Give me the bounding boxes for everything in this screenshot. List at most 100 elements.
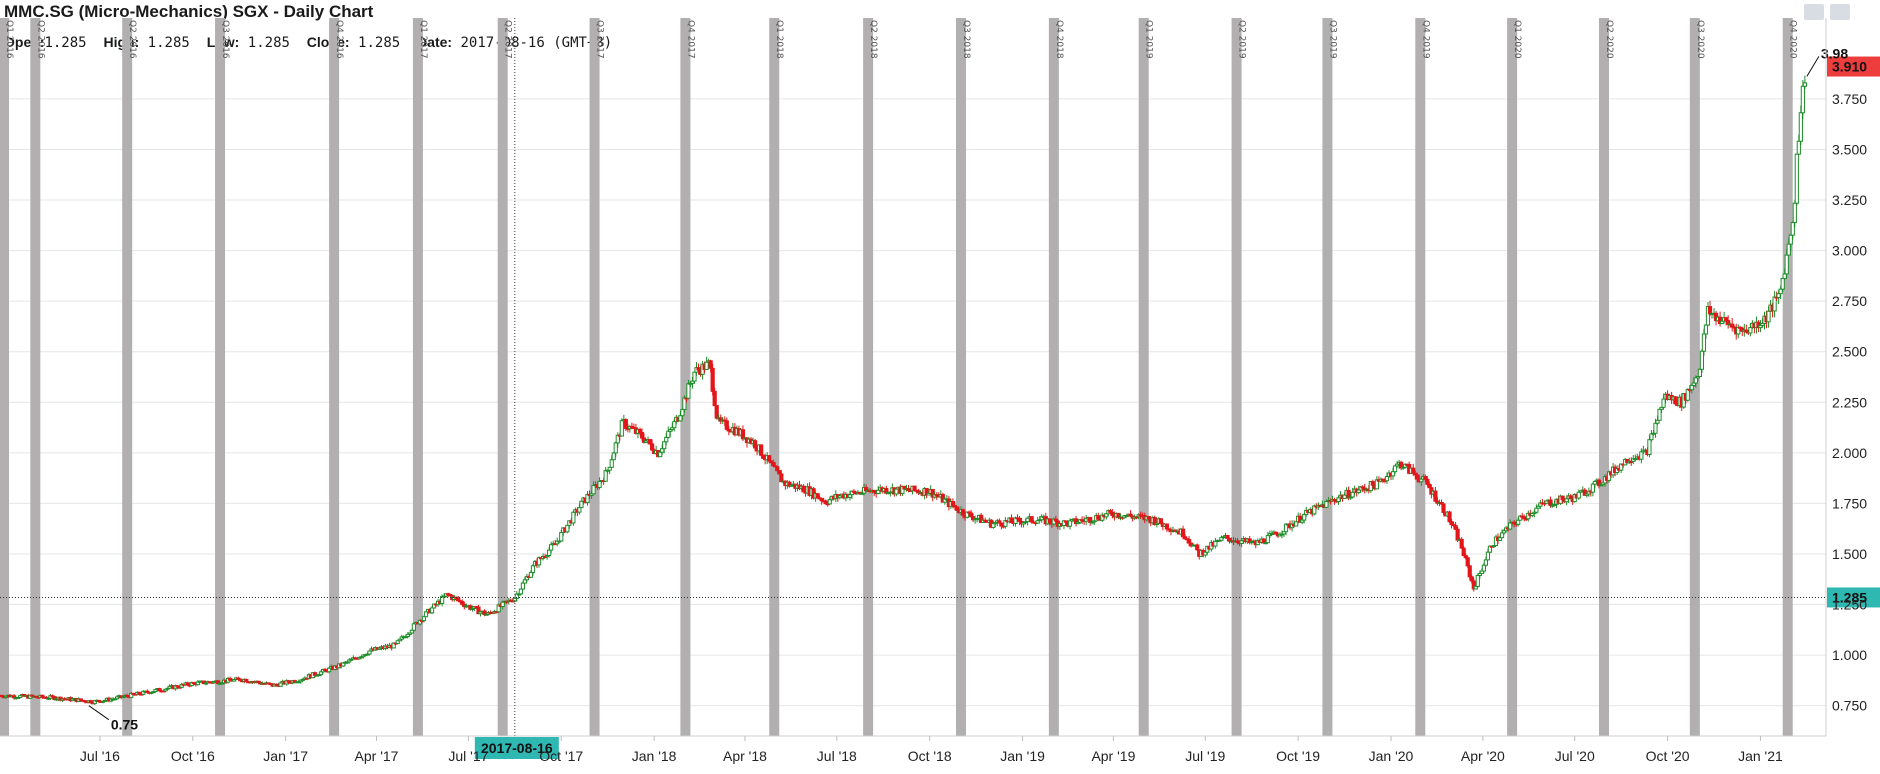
candle: [565, 524, 570, 533]
x-tick-label: Jan '17: [263, 748, 308, 764]
candle: [528, 571, 534, 578]
y-tick-label: 3.000: [1832, 243, 1867, 259]
candle: [1689, 384, 1694, 391]
x-tick-label: Apr '20: [1461, 748, 1505, 764]
quarter-bar: [1322, 18, 1333, 736]
chart-title: MMC.SG (Micro-Mechanics) SGX - Daily Cha…: [4, 2, 374, 21]
candle: [1370, 481, 1375, 486]
candle: [1433, 490, 1438, 502]
candle: [775, 466, 780, 472]
quarter-bar: [1507, 18, 1518, 736]
candle: [520, 582, 525, 590]
low-callout-label: 0.75: [111, 717, 138, 733]
quarter-bar: [1782, 18, 1793, 736]
candle: [1180, 528, 1186, 538]
candle: [609, 459, 614, 468]
candle: [686, 383, 691, 399]
candle: [591, 485, 596, 495]
candle: [658, 451, 663, 458]
y-tick-label: 2.000: [1832, 445, 1867, 461]
candle: [1483, 559, 1488, 566]
candle: [1796, 140, 1801, 155]
quarter-bar: [1415, 18, 1426, 736]
quarter-bar: [955, 18, 966, 736]
candle: [1096, 515, 1101, 520]
candle: [518, 588, 523, 595]
x-tick-label: Oct '16: [171, 748, 215, 764]
grid-lines: [0, 98, 1826, 707]
candle: [613, 442, 618, 454]
image-icon[interactable]: [1804, 4, 1824, 20]
candle: [1788, 234, 1793, 245]
candle: [1697, 368, 1702, 377]
quarter-bar-label: Q3 2019: [1327, 20, 1337, 59]
candle: [912, 485, 917, 491]
chart-toolbar: [1804, 4, 1850, 20]
low-callout-line: [88, 705, 110, 721]
candle: [649, 443, 655, 451]
candle: [714, 405, 719, 419]
x-tick-label: Apr '17: [355, 748, 399, 764]
candle: [500, 601, 505, 608]
y-tick-label: 1.500: [1832, 546, 1867, 562]
candle: [991, 523, 996, 528]
y-tick-label: 3.750: [1832, 91, 1867, 107]
candle: [1009, 517, 1014, 523]
overlay: 2017-08-16 1.285 3.910 0.75 3.98: [0, 18, 1880, 759]
quarter-bar-label: Q4 2018: [1054, 20, 1064, 59]
axes: 0.750 1.000 1.250 1.500 1.750 2.000 2.250 2.500…: [0, 18, 1867, 764]
y-tick-label: 2.250: [1832, 394, 1867, 410]
quarter-bar-label: Q1 2016: [4, 20, 14, 59]
candle: [603, 470, 608, 482]
candle: [1784, 254, 1789, 275]
candle: [1390, 471, 1396, 477]
candle: [1778, 288, 1783, 295]
candle: [1025, 517, 1030, 523]
x-tick-label: Oct '19: [1276, 748, 1320, 764]
candle: [1792, 202, 1797, 224]
y-tick-label: 0.750: [1832, 698, 1867, 714]
candle: [666, 430, 671, 438]
candle: [1794, 153, 1799, 204]
candle: [710, 367, 715, 392]
quarter-bar: [215, 18, 226, 736]
quarter-bar: [1231, 18, 1242, 736]
candle: [1195, 544, 1200, 551]
candle: [1455, 528, 1460, 541]
quarter-bar: [497, 18, 508, 736]
quarter-bar-label: Q4 2019: [1420, 20, 1430, 59]
candle: [1701, 333, 1707, 352]
candle: [1067, 520, 1073, 527]
crosshair-date-label: 2017-08-16: [481, 740, 553, 756]
quarter-bar-label: Q2 2018: [868, 20, 878, 59]
candle: [421, 616, 427, 622]
y-tick-label: 2.500: [1832, 344, 1867, 360]
quarter-bar: [589, 18, 600, 736]
candle: [326, 667, 332, 673]
candle: [1800, 85, 1805, 114]
candle: [1657, 408, 1662, 421]
candle: [1485, 551, 1491, 561]
x-tick-label: Apr '19: [1091, 748, 1135, 764]
candle: [1459, 538, 1464, 549]
candle: [682, 397, 687, 411]
candle: [1294, 521, 1299, 527]
quarter-bar: [1048, 18, 1059, 736]
print-icon[interactable]: [1830, 4, 1850, 20]
quarter-bar: [1138, 18, 1149, 736]
quarter-bar: [30, 18, 41, 736]
candle: [1481, 564, 1486, 572]
candle: [577, 507, 582, 513]
candle: [1548, 499, 1553, 506]
candle: [1187, 539, 1192, 544]
candle: [579, 500, 584, 509]
candle: [1699, 350, 1705, 370]
x-tick-label: Jul '19: [1185, 748, 1225, 764]
candle: [954, 506, 960, 511]
high-callout-label: 3.98: [1821, 45, 1848, 61]
candle: [423, 611, 429, 618]
candle: [411, 623, 416, 631]
last-price-label: 3.910: [1832, 59, 1867, 75]
candle: [767, 455, 772, 462]
